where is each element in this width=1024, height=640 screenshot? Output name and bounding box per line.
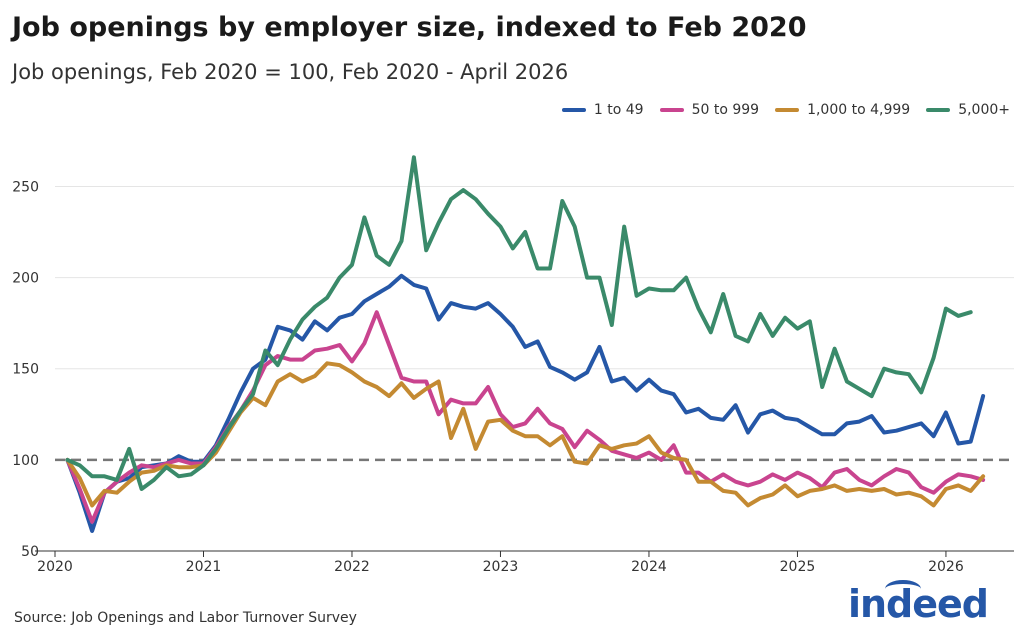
legend-item-1000-to-4999: 1,000 to 4,999 xyxy=(775,102,910,118)
series-line-1-to-49 xyxy=(65,273,986,533)
legend-swatch xyxy=(561,108,586,112)
x-tick-label: 2026 xyxy=(928,559,964,575)
x-tick-label: 2023 xyxy=(483,559,519,575)
series-line-1-000-to-4-999 xyxy=(65,361,986,508)
legend-swatch xyxy=(659,108,684,112)
legend-item-1-to-49: 1 to 49 xyxy=(561,102,644,118)
x-tick-label: 2020 xyxy=(37,559,73,575)
x-tick-label: 2022 xyxy=(334,559,370,575)
indeed-logo: indeed xyxy=(847,582,989,626)
y-tick-label: 100 xyxy=(12,453,39,469)
legend-swatch xyxy=(775,108,800,112)
legend-label: 1,000 to 4,999 xyxy=(807,102,911,118)
x-tick-label: 2024 xyxy=(631,559,667,575)
legend-item-5000-plus: 5,000+ xyxy=(926,102,1010,118)
x-tick-label: 2021 xyxy=(186,559,222,575)
legend-swatch xyxy=(926,108,951,112)
source-note: Source: Job Openings and Labor Turnover … xyxy=(14,610,357,626)
legend: 1 to 49 50 to 999 1,000 to 4,999 5,000+ xyxy=(561,102,1010,118)
y-tick-label: 150 xyxy=(12,362,39,378)
y-tick-label: 50 xyxy=(21,544,39,560)
chart-subtitle: Job openings, Feb 2020 = 100, Feb 2020 -… xyxy=(12,60,569,84)
series-line-5-000- xyxy=(65,155,973,491)
legend-label: 5,000+ xyxy=(958,102,1010,118)
chart-title: Job openings by employer size, indexed t… xyxy=(12,12,807,43)
legend-label: 50 to 999 xyxy=(691,102,760,118)
logo-arc-icon xyxy=(885,580,921,598)
legend-item-50-to-999: 50 to 999 xyxy=(659,102,760,118)
y-tick-label: 250 xyxy=(12,179,39,195)
legend-label: 1 to 49 xyxy=(593,102,644,118)
x-tick-label: 2025 xyxy=(780,559,816,575)
y-tick-label: 200 xyxy=(12,271,39,287)
